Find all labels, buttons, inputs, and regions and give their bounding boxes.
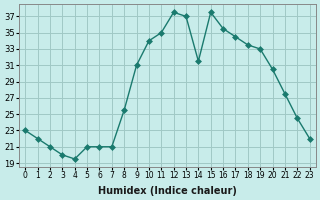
X-axis label: Humidex (Indice chaleur): Humidex (Indice chaleur) [98, 186, 237, 196]
